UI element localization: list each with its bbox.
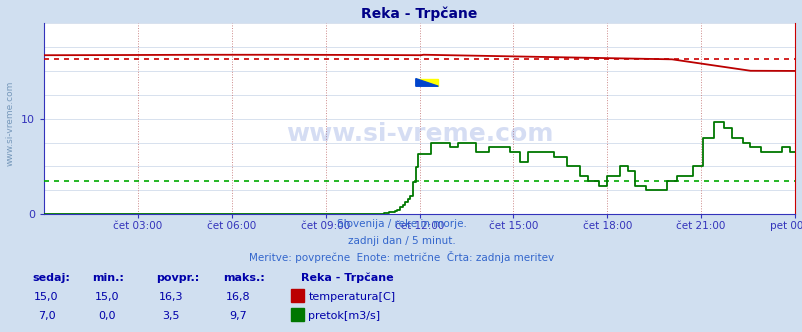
Text: 0,0: 0,0 [98, 311, 115, 321]
Text: povpr.:: povpr.: [156, 273, 200, 283]
Text: 7,0: 7,0 [38, 311, 55, 321]
Text: maks.:: maks.: [223, 273, 265, 283]
Text: 15,0: 15,0 [34, 292, 59, 302]
Text: 16,8: 16,8 [225, 292, 249, 302]
Polygon shape [415, 79, 438, 86]
Text: 16,3: 16,3 [159, 292, 183, 302]
Polygon shape [415, 79, 438, 86]
Text: temperatura[C]: temperatura[C] [308, 292, 395, 302]
Text: 15,0: 15,0 [95, 292, 119, 302]
Text: zadnji dan / 5 minut.: zadnji dan / 5 minut. [347, 236, 455, 246]
Title: Reka - Trpčane: Reka - Trpčane [361, 6, 477, 21]
Text: sedaj:: sedaj: [32, 273, 70, 283]
Text: www.si-vreme.com: www.si-vreme.com [286, 122, 553, 146]
Text: Reka - Trpčane: Reka - Trpčane [301, 272, 393, 283]
Text: Slovenija / reke in morje.: Slovenija / reke in morje. [336, 219, 466, 229]
Text: Meritve: povprečne  Enote: metrične  Črta: zadnja meritev: Meritve: povprečne Enote: metrične Črta:… [249, 251, 553, 263]
Text: 3,5: 3,5 [162, 311, 180, 321]
Text: 9,7: 9,7 [229, 311, 246, 321]
Text: pretok[m3/s]: pretok[m3/s] [308, 311, 380, 321]
Text: www.si-vreme.com: www.si-vreme.com [5, 80, 14, 166]
Text: min.:: min.: [92, 273, 124, 283]
